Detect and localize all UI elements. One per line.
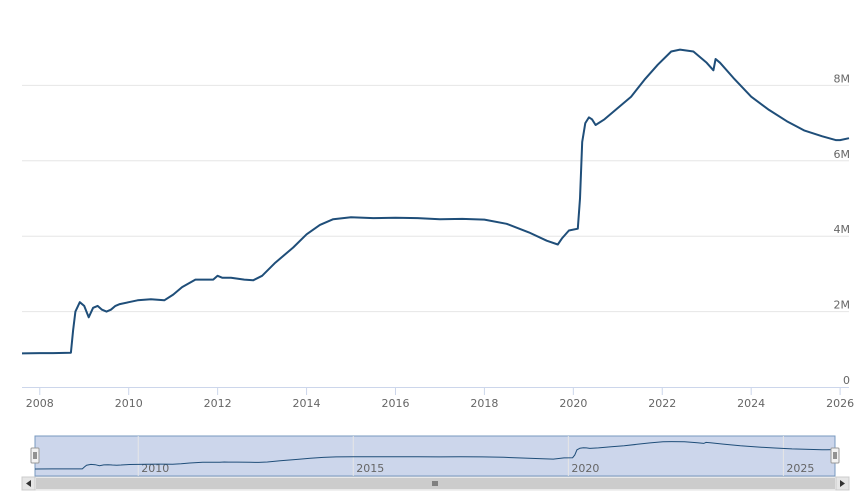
x-tick-label: 2024 bbox=[737, 397, 765, 410]
scrollbar[interactable] bbox=[21, 476, 850, 491]
navigator-selected-range[interactable] bbox=[34, 435, 836, 477]
y-tick-label: 2M bbox=[834, 299, 851, 312]
x-tick-label: 2016 bbox=[381, 397, 409, 410]
arrow-right-icon bbox=[840, 480, 845, 487]
scroll-left-button[interactable] bbox=[21, 476, 36, 491]
x-tick-label: 2018 bbox=[470, 397, 498, 410]
navigator[interactable]: 2010 2015 2020 2025 bbox=[22, 435, 849, 477]
y-axis: 0 2M 4M 6M 8M bbox=[834, 72, 851, 387]
navigator-grid: 2010 2015 2020 2025 bbox=[137, 436, 814, 476]
arrow-left-icon bbox=[26, 480, 31, 487]
x-tick-label: 2012 bbox=[204, 397, 232, 410]
x-tick-label: 2010 bbox=[115, 397, 143, 410]
x-tick-label: 2022 bbox=[648, 397, 676, 410]
series-line bbox=[21, 48, 850, 355]
y-tick-label: 8M bbox=[834, 72, 851, 85]
handle-box[interactable] bbox=[830, 447, 840, 464]
navigator-handle-right[interactable] bbox=[830, 447, 840, 464]
scroll-right-button[interactable] bbox=[835, 476, 850, 491]
x-tick-label: 2008 bbox=[26, 397, 54, 410]
x-tick-label: 2020 bbox=[559, 397, 587, 410]
x-tick-label: 2014 bbox=[293, 397, 321, 410]
x-tick-label: 2026 bbox=[826, 397, 854, 410]
grid-layer bbox=[22, 84, 849, 313]
navigator-series-line bbox=[34, 441, 836, 470]
y-tick-label: 6M bbox=[834, 148, 851, 161]
y-tick-label: 4M bbox=[834, 223, 851, 236]
navigator-tick-label: 2025 bbox=[786, 462, 814, 475]
grip-lines-icon bbox=[432, 481, 438, 486]
x-axis: 2008 2010 2012 2014 2016 2018 2020 2022 2024 2026 bbox=[22, 387, 854, 410]
handle-box[interactable] bbox=[30, 447, 40, 464]
series-layer bbox=[21, 48, 850, 355]
navigator-handle-left[interactable] bbox=[30, 447, 40, 464]
y-tick-label: 0 bbox=[843, 374, 850, 387]
navigator-tick-label: 2015 bbox=[356, 462, 384, 475]
navigator-tick-label: 2010 bbox=[141, 462, 169, 475]
navigator-tick-label: 2020 bbox=[571, 462, 599, 475]
